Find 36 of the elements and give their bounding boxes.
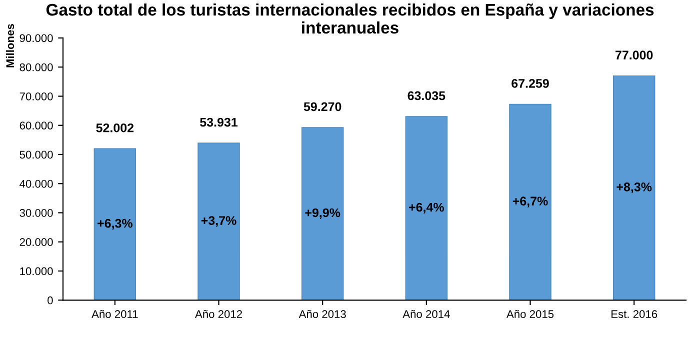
bar (198, 142, 240, 300)
y-tick-label: 90.000 (20, 34, 53, 42)
x-tick-label: Año 2013 (298, 310, 346, 318)
annotation: +6,3% (98, 218, 132, 230)
x-tick-label: Est. 2016 (612, 310, 658, 318)
annotation: +8,3% (616, 182, 652, 194)
bar (612, 75, 656, 300)
y-tick-label: 20.000 (20, 238, 53, 246)
y-tick-label: 30.000 (20, 209, 53, 217)
data-label: 59.270 (304, 102, 342, 112)
y-axis-title: Millones (6, 24, 14, 68)
y-tick-label: 10.000 (20, 267, 53, 276)
bar (405, 116, 448, 300)
y-tick-label: 50.000 (20, 150, 53, 159)
y-tick-label: 70.000 (20, 92, 53, 100)
chart-title: Gasto total de los turistas internacionales recibidos en España y variaciones interanuales (46, 3, 654, 34)
annotation: +6,4% (409, 202, 444, 214)
y-tick-label: 60.000 (20, 122, 53, 130)
annotation: +6,7% (512, 196, 548, 208)
data-label: 77.000 (616, 50, 653, 60)
bar (301, 127, 344, 300)
data-label: 53.931 (200, 118, 238, 127)
x-tick-label: Año 2011 (92, 310, 138, 318)
annotation: +3,7% (201, 216, 236, 227)
x-tick-label: Año 2014 (402, 310, 450, 318)
x-tick-label: Año 2015 (506, 310, 554, 318)
y-tick-label: 40.000 (20, 180, 53, 188)
data-label: 63.035 (408, 91, 446, 100)
bar (509, 104, 552, 300)
data-label: 52.002 (96, 123, 134, 132)
annotation: +9,9% (305, 208, 340, 219)
x-tick-label: Año 2012 (194, 310, 242, 318)
data-label: 67.259 (512, 78, 549, 88)
y-tick-label: 0 (48, 296, 53, 304)
y-tick-label: 80.000 (20, 63, 53, 72)
bar (94, 148, 136, 300)
